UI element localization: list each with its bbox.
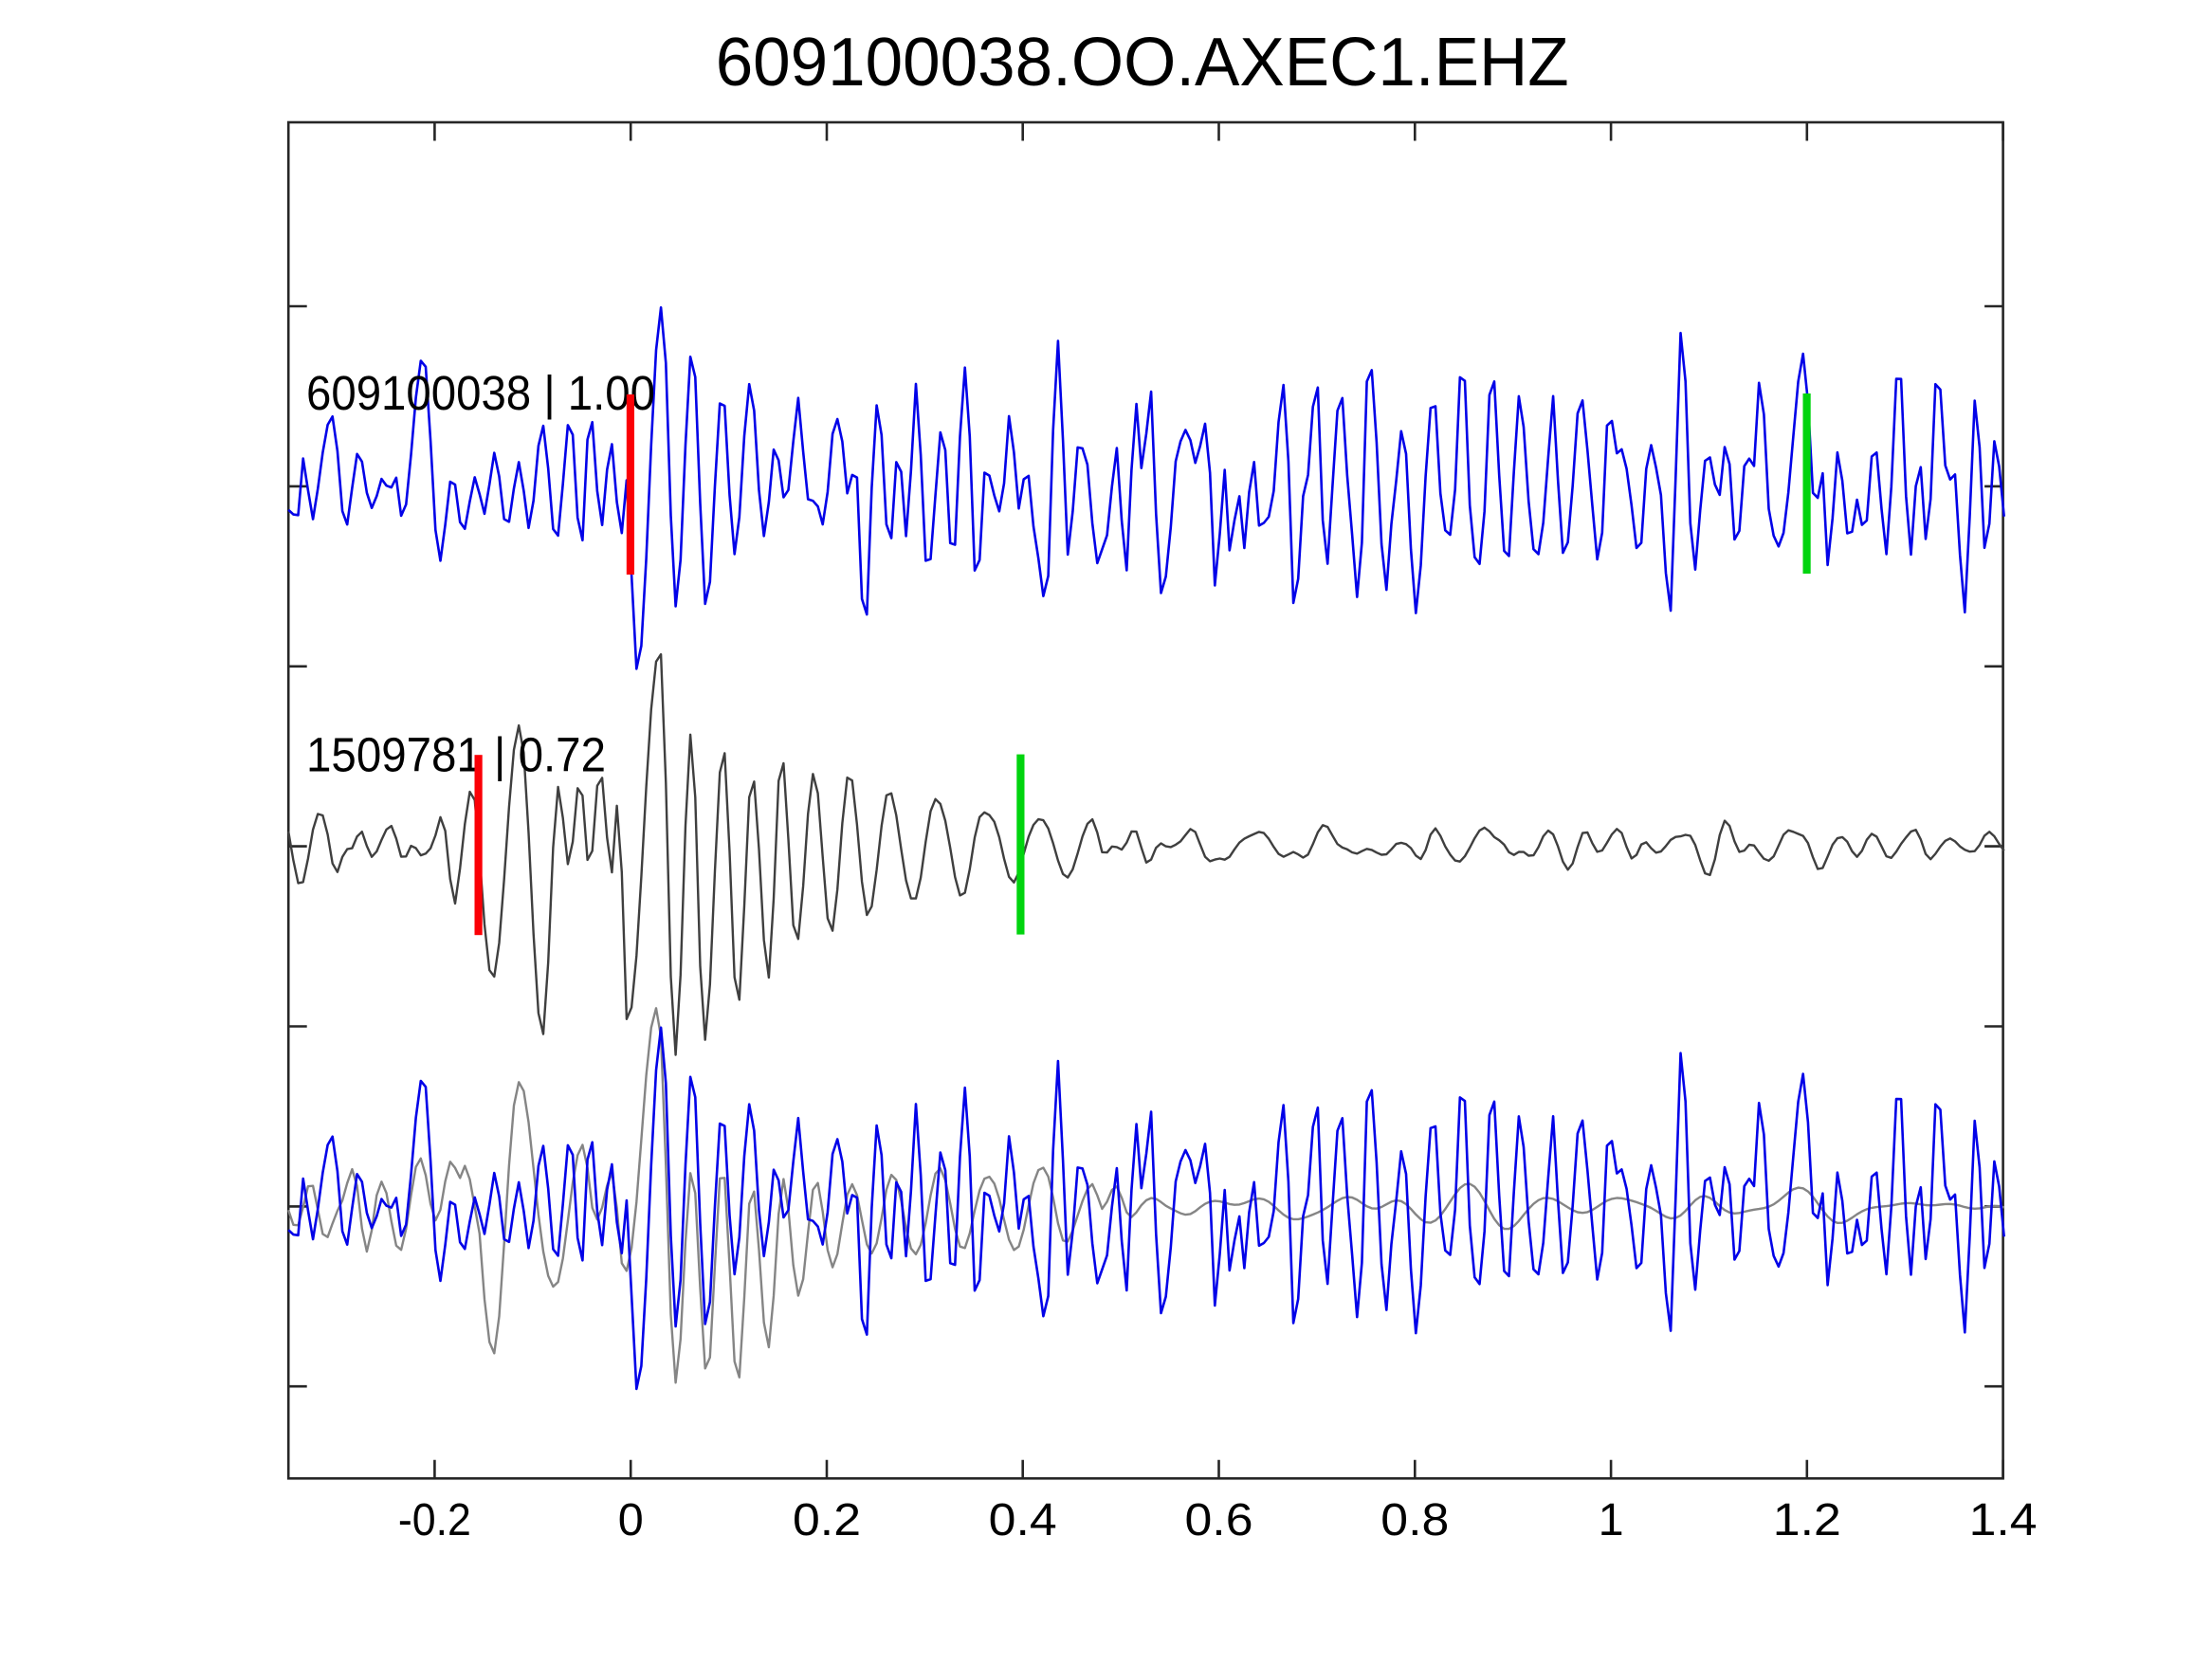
svg-text:609100038.OO.AXEC1.EHZ: 609100038.OO.AXEC1.EHZ <box>716 24 1569 101</box>
svg-text:609100038 | 1.00: 609100038 | 1.00 <box>306 366 655 420</box>
svg-text:0.8: 0.8 <box>1380 1494 1449 1545</box>
svg-text:-0.2: -0.2 <box>398 1494 471 1545</box>
svg-text:1509781 | 0.72: 1509781 | 0.72 <box>306 728 606 782</box>
svg-text:0.2: 0.2 <box>793 1494 861 1545</box>
svg-text:0.4: 0.4 <box>989 1494 1057 1545</box>
svg-text:1.2: 1.2 <box>1773 1494 1841 1545</box>
svg-text:0: 0 <box>618 1494 644 1545</box>
svg-text:1: 1 <box>1599 1494 1624 1545</box>
svg-text:0.6: 0.6 <box>1185 1494 1253 1545</box>
svg-text:1.4: 1.4 <box>1969 1494 2038 1545</box>
